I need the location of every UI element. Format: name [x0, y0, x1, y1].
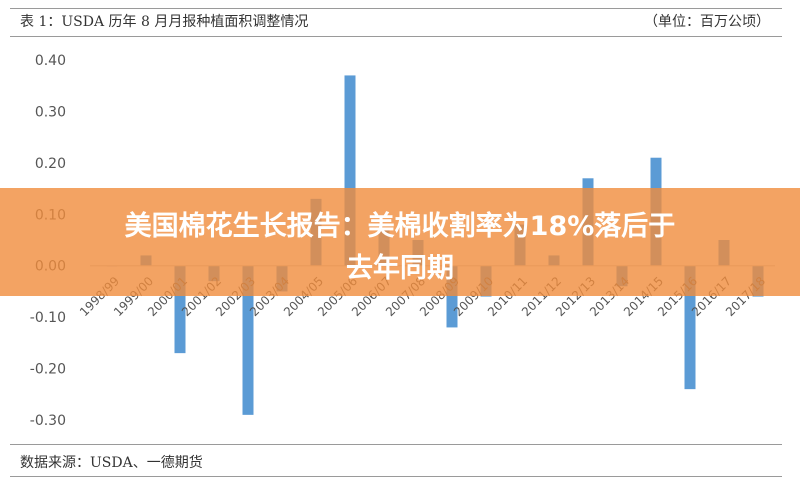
- headline-banner: [0, 188, 800, 296]
- source-rule: [10, 444, 782, 445]
- bar-2002-03: [242, 265, 254, 415]
- y-tick-label: 0.40: [35, 53, 66, 69]
- bar-2015-16: [684, 265, 696, 390]
- headline-text-line2: 去年同期: [346, 253, 454, 284]
- data-source: 数据来源：USDA、一德期货: [20, 455, 203, 471]
- bar-2000-01: [174, 265, 186, 354]
- y-tick-label: 0.20: [35, 156, 66, 172]
- headline-text-line1: 美国棉花生长报告：美棉收割率为18%落后于: [124, 211, 676, 242]
- figure-unit: （单位：百万公顷）: [644, 14, 770, 30]
- y-tick-label: -0.20: [30, 362, 66, 378]
- y-tick-label: -0.30: [30, 413, 66, 429]
- bar-2005-06: [344, 75, 356, 266]
- y-tick-label: 0.30: [35, 104, 66, 120]
- title-rule: [10, 36, 782, 37]
- bottom-rule: [10, 476, 782, 477]
- figure-title: 表 1：USDA 历年 8 月月报种植面积调整情况: [20, 14, 309, 30]
- y-tick-label: -0.10: [30, 310, 66, 326]
- top-rule: [10, 8, 782, 9]
- bar-2008-09: [446, 265, 458, 328]
